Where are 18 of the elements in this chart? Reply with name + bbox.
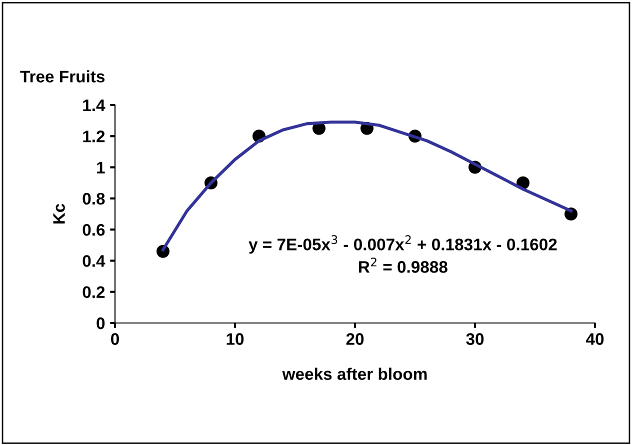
y-tick-label: 0.6: [82, 224, 105, 236]
x-tick-label: 30: [466, 333, 484, 345]
x-tick-label: 20: [346, 333, 364, 345]
y-tick-label: 0.8: [82, 192, 105, 205]
y-tick-label: 1: [97, 162, 105, 174]
x-tick-label: 40: [586, 333, 604, 345]
annotation: y = 7E-05x$^{3}$ - 0.007x$^{2}$ + 0.1831x - 0.1602: [248, 235, 557, 254]
x-tick-label: 0: [111, 333, 119, 345]
chart-title: Tree Fruits: [20, 70, 105, 82]
y-tick-label: 0: [96, 317, 105, 330]
x-tick-label: 10: [226, 333, 244, 345]
y-axis-title: Kc: [53, 204, 65, 224]
y-tick-label: 0.2: [82, 286, 105, 298]
x-axis-title: weeks after bloom: [282, 368, 427, 380]
y-tick-label: 0.4: [82, 255, 106, 267]
y-tick-label: 1.4: [83, 100, 106, 112]
annotation: R$^{2}$ = 0.9888: [359, 258, 448, 273]
y-tick-label: 1.2: [83, 130, 105, 142]
